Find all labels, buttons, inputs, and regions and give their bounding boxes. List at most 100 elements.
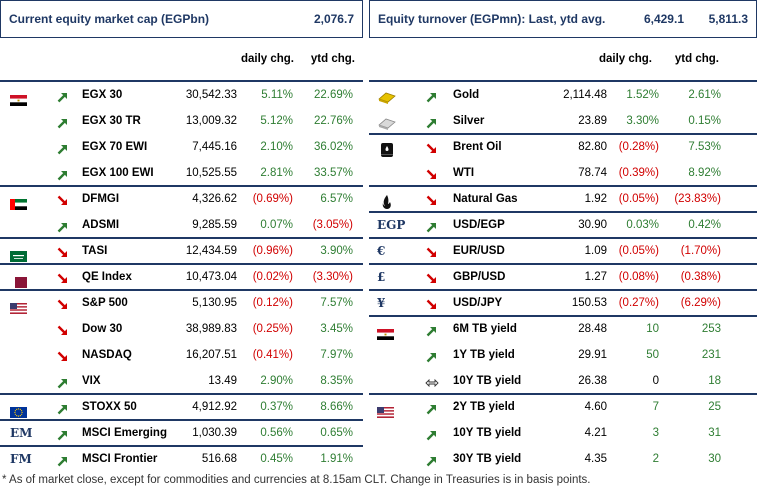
daily-change: 50 xyxy=(646,349,659,361)
instrument-value: 30,542.33 xyxy=(185,89,237,101)
instrument-name: USD/EGP xyxy=(453,219,505,231)
arrow-up-icon xyxy=(56,218,70,233)
col-ytd-header: ytd chg. xyxy=(674,53,719,65)
table-row: ADSMI 9,285.59 0.07% (3.05%) xyxy=(0,212,363,238)
arrow-up-icon xyxy=(425,114,439,129)
instrument-name: 30Y TB yield xyxy=(453,453,522,465)
ytd-change: 0.15% xyxy=(688,115,721,127)
instrument-name: GBP/USD xyxy=(453,271,506,283)
table-row: 30Y TB yield 4.35 2 30 xyxy=(369,446,757,472)
ytd-change: (3.05%) xyxy=(312,219,353,231)
arrow-up-icon xyxy=(425,322,439,337)
instrument-name: QE Index xyxy=(82,271,132,283)
daily-change: (0.02%) xyxy=(252,271,293,283)
table-row: S&P 500 5,130.95 (0.12%) 7.57% xyxy=(0,290,363,316)
arrow-down-icon xyxy=(425,140,439,154)
arrow-flat-icon xyxy=(425,374,439,388)
arrow-up-icon xyxy=(56,452,70,467)
instrument-name: Gold xyxy=(453,89,480,101)
daily-change: (0.41%) xyxy=(252,349,293,361)
instrument-value: 150.53 xyxy=(571,297,607,309)
instrument-name: 6M TB yield xyxy=(453,323,517,335)
daily-change: (0.39%) xyxy=(618,167,659,179)
instrument-name: Natural Gas xyxy=(453,193,518,205)
group-separator xyxy=(369,393,757,395)
arrow-up-icon xyxy=(425,452,439,467)
arrow-up-icon xyxy=(425,88,439,103)
em-icon: EM xyxy=(10,426,33,440)
uae-flag-icon xyxy=(10,194,27,210)
arrow-down-icon xyxy=(56,192,70,206)
instrument-value: 2,114.48 xyxy=(563,89,607,101)
egypt-flag-icon xyxy=(377,324,394,340)
daily-change: 0.56% xyxy=(260,427,293,439)
table-row: Dow 30 38,989.83 (0.25%) 3.45% xyxy=(0,316,363,342)
instrument-value: 1,030.39 xyxy=(192,427,237,439)
instrument-value: 4.60 xyxy=(584,401,607,413)
equity-title: Current equity market cap (EGPbn) xyxy=(9,12,210,26)
table-row: Natural Gas 1.92 (0.05%) (23.83%) xyxy=(369,186,757,212)
col-ytd-header: ytd chg. xyxy=(310,53,355,65)
ytd-change: (1.70%) xyxy=(680,245,721,257)
table-row: 1Y TB yield 29.91 50 231 xyxy=(369,342,757,368)
instrument-name: STOXX 50 xyxy=(82,401,137,413)
table-row: FM MSCI Frontier 516.68 0.45% 1.91% xyxy=(0,446,363,472)
commodities-column-headers: daily chg. ytd chg. xyxy=(369,38,757,78)
group-separator xyxy=(369,185,757,187)
table-row: TASI 12,434.59 (0.96%) 3.90% xyxy=(0,238,363,264)
daily-change: (0.96%) xyxy=(252,245,293,257)
pound-icon: £ xyxy=(377,270,386,284)
arrow-up-icon xyxy=(425,348,439,363)
group-separator xyxy=(369,263,757,265)
arrow-down-icon xyxy=(425,270,439,284)
turnover-header: Equity turnover (EGPmn): Last, ytd avg. … xyxy=(369,0,757,38)
ytd-change: 1.91% xyxy=(320,453,353,465)
turnover-ytd-avg: 5,811.3 xyxy=(708,12,748,26)
group-separator xyxy=(369,133,757,135)
euro-icon: € xyxy=(377,244,386,258)
instrument-name: EGX 100 EWI xyxy=(82,167,154,179)
fire-icon xyxy=(377,194,394,209)
qatar-flag-icon xyxy=(10,272,27,288)
arrow-down-icon xyxy=(425,166,439,180)
egp-icon: EGP xyxy=(377,218,406,232)
instrument-value: 29.91 xyxy=(578,349,607,361)
daily-change: 2.10% xyxy=(260,141,293,153)
instrument-value: 26.38 xyxy=(578,375,607,387)
arrow-up-icon xyxy=(56,374,70,389)
instrument-name: EUR/USD xyxy=(453,245,505,257)
arrow-down-icon xyxy=(56,296,70,310)
table-row: EGP USD/EGP 30.90 0.03% 0.42% xyxy=(369,212,757,238)
ytd-change: (0.38%) xyxy=(680,271,721,283)
gold-icon xyxy=(377,90,396,104)
equity-table: EGX 30 30,542.33 5.11% 22.69% EGX 30 TR 13,00… xyxy=(0,80,363,476)
table-row: WTI 78.74 (0.39%) 8.92% xyxy=(369,160,757,186)
ytd-change: 31 xyxy=(708,427,721,439)
daily-change: 1.52% xyxy=(626,89,659,101)
group-separator xyxy=(0,263,363,265)
equity-header: Current equity market cap (EGPbn) 2,076.… xyxy=(0,0,363,38)
ytd-change: 8.35% xyxy=(320,375,353,387)
ytd-change: 231 xyxy=(701,349,721,361)
daily-change: 5.11% xyxy=(261,89,293,101)
table-row: ¥ USD/JPY 150.53 (0.27%) (6.29%) xyxy=(369,290,757,316)
group-separator xyxy=(0,419,363,421)
instrument-value: 516.68 xyxy=(201,453,237,465)
ytd-change: 0.65% xyxy=(320,427,353,439)
commodities-panel: Equity turnover (EGPmn): Last, ytd avg. … xyxy=(369,0,757,467)
arrow-up-icon xyxy=(56,400,70,415)
turnover-title: Equity turnover (EGPmn): Last, ytd avg. xyxy=(378,12,606,26)
ytd-change: 22.76% xyxy=(313,115,353,127)
instrument-value: 13,009.32 xyxy=(185,115,237,127)
table-row: Gold 2,114.48 1.52% 2.61% xyxy=(369,82,757,108)
instrument-value: 4.35 xyxy=(584,453,607,465)
instrument-name: Dow 30 xyxy=(82,323,123,335)
ytd-change: 18 xyxy=(708,375,721,387)
group-separator xyxy=(369,211,757,213)
ytd-change: 8.92% xyxy=(688,167,721,179)
group-separator xyxy=(0,393,363,395)
ytd-change: 7.53% xyxy=(688,141,721,153)
group-separator xyxy=(369,289,757,291)
ytd-change: 25 xyxy=(708,401,721,413)
daily-change: (0.27%) xyxy=(618,297,659,309)
